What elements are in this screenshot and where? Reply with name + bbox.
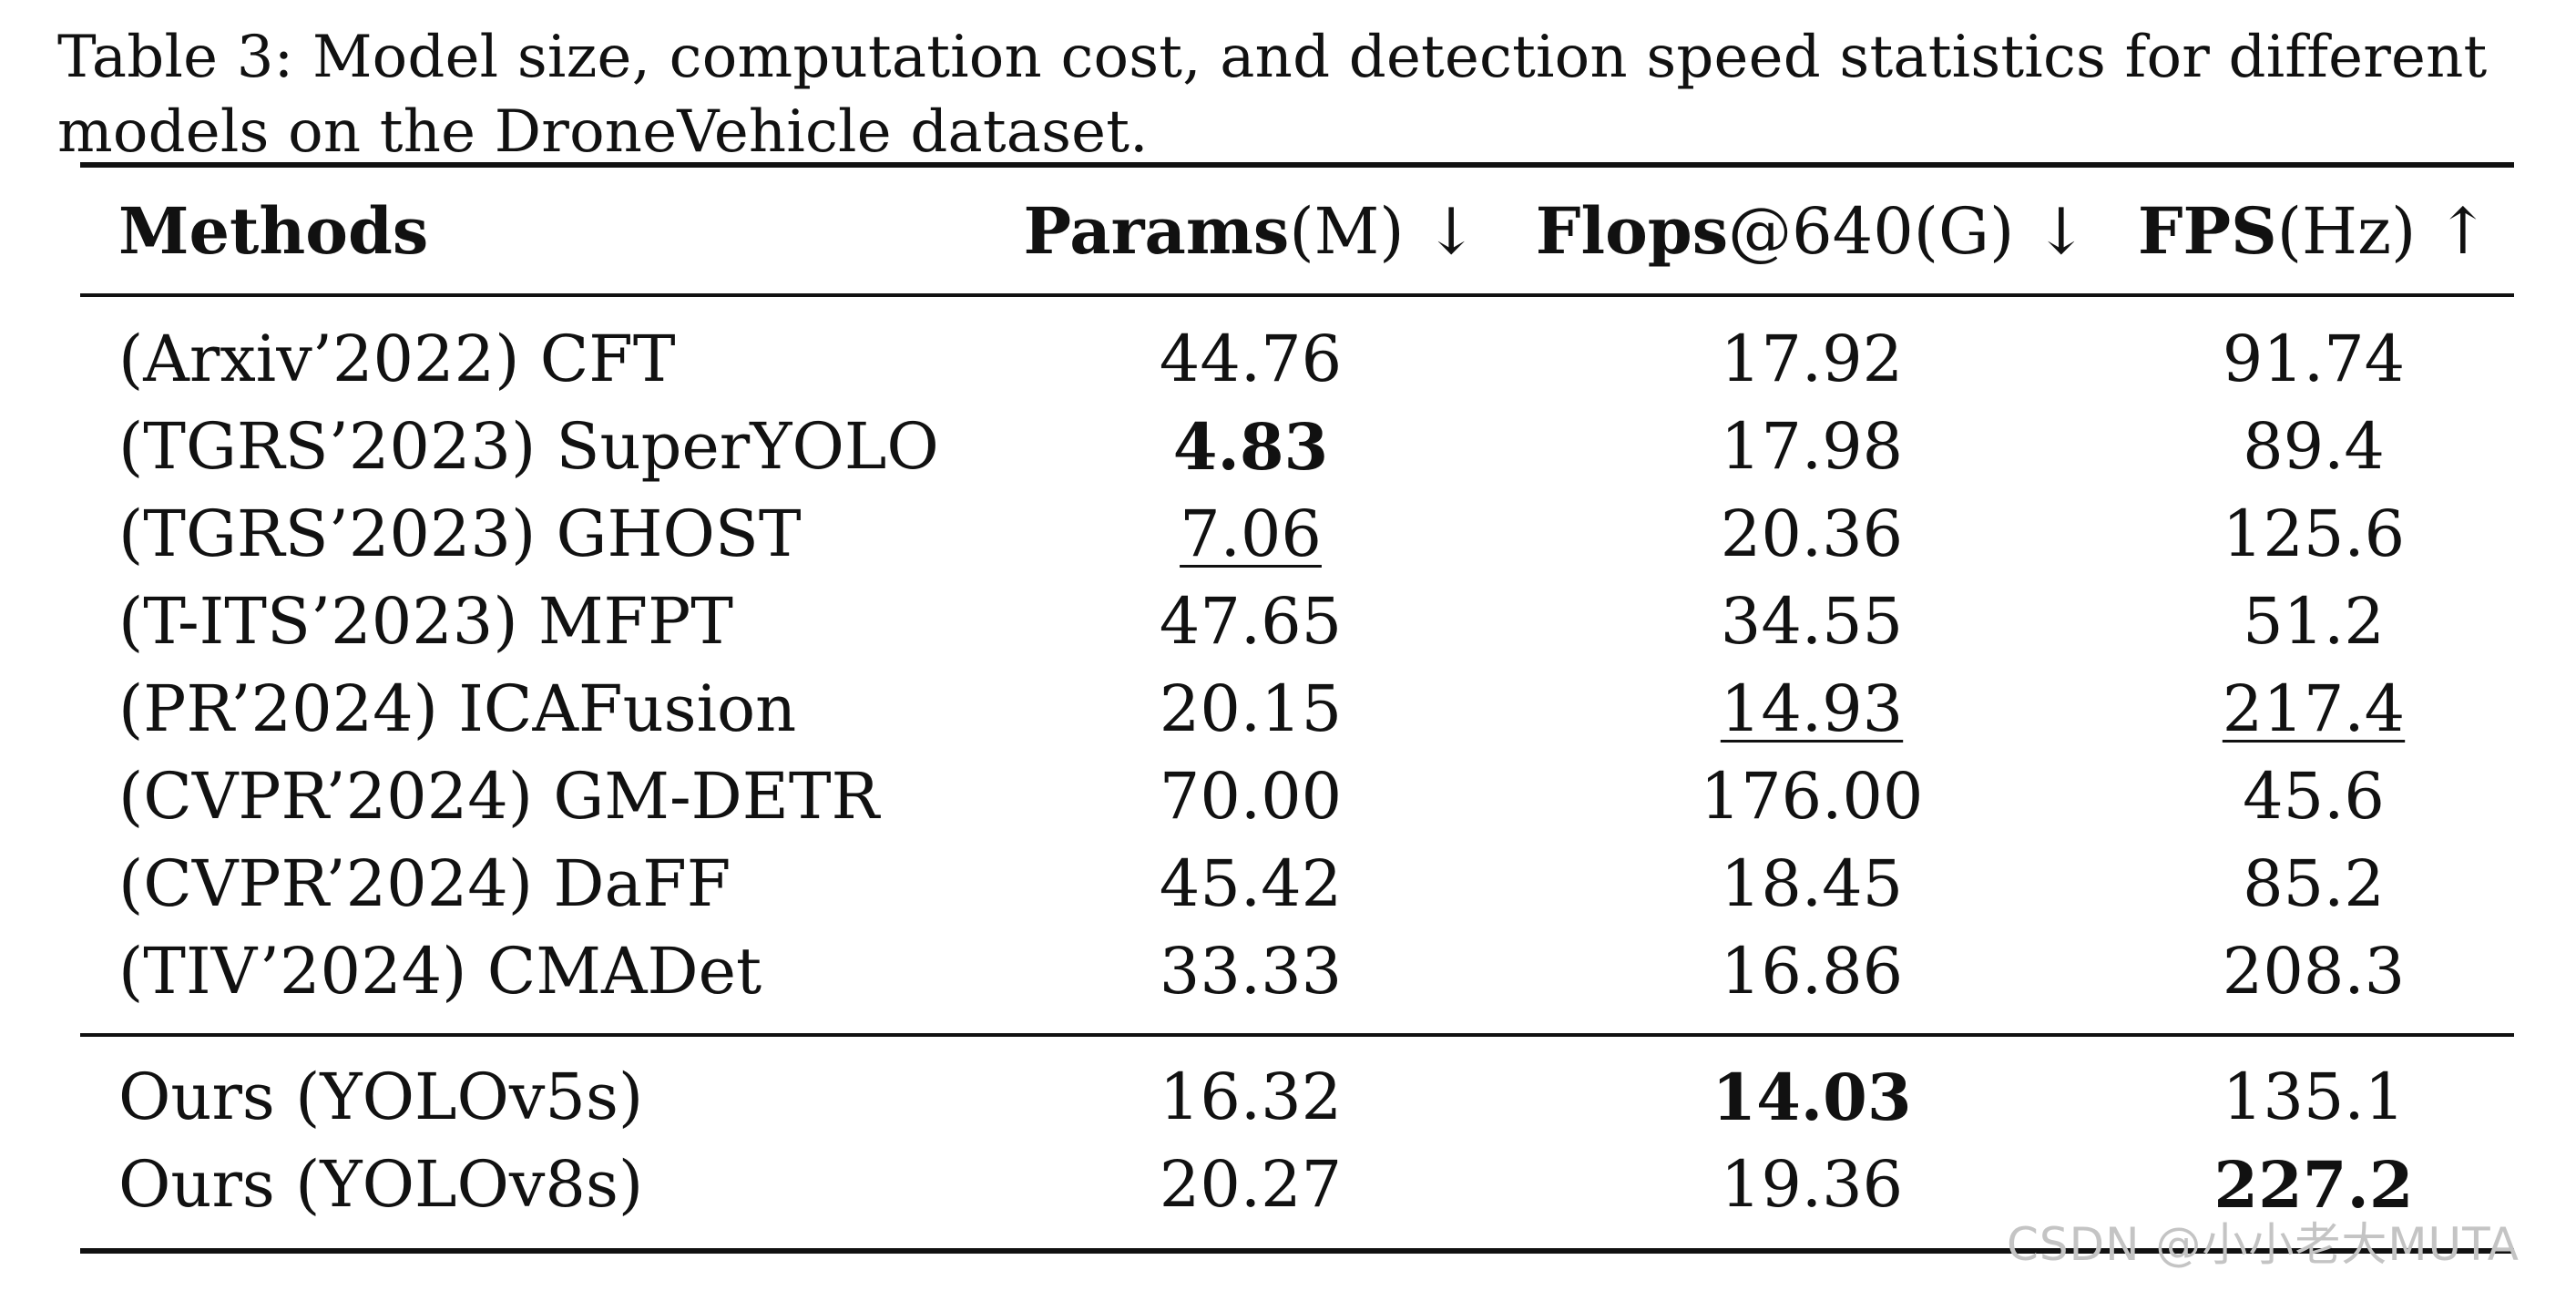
fps-cell: 208.3 [2222,934,2406,1009]
method-cell: (TGRS’2023) SuperYOLO [118,409,939,484]
fps-cell: 227.2 [2113,1141,2514,1251]
header-params: Params(M) ↓ [1023,192,1478,269]
method-cell: (CVPR’2024) DaFF [118,846,731,921]
params-cell: 20.15 [1159,671,1343,746]
fps-cell: 217.4 [2113,665,2514,753]
table-row: Ours (YOLOv5s) 16.32 14.03 135.1 [80,1035,2514,1141]
method-cell: (TGRS’2023) GHOST [118,497,802,571]
method-cell: (CVPR’2024) GM-DETR [118,759,880,834]
header-methods: Methods [118,192,429,269]
params-cell: 44.76 [1159,322,1343,396]
method-cell: Ours (YOLOv5s) [118,1060,644,1134]
watermark: CSDN @小小老大MUTA [2006,1218,2520,1271]
params-cell: 4.83 [991,403,1510,490]
baseline-rows: (Arxiv’2022) CFT 44.76 17.92 91.74 (TGRS… [80,295,2514,1035]
results-table: Methods Params(M) ↓ Flops@640(G) ↓ FPS(H… [80,162,2514,1254]
table-header: Methods Params(M) ↓ Flops@640(G) ↓ FPS(H… [80,165,2514,295]
params-cell: 47.65 [1159,584,1343,659]
second-best-value: 14.93 [1720,671,1904,746]
fps-cell: 135.1 [2222,1060,2406,1134]
flops-cell: 20.36 [1720,497,1904,571]
flops-cell: 17.98 [1720,409,1904,484]
flops-cell: 18.45 [1720,846,1904,921]
flops-cell: 34.55 [1720,584,1904,659]
table-row: (CVPR’2024) DaFF 45.42 18.45 85.2 [80,840,2514,927]
table-row: (TGRS’2023) GHOST 7.06 20.36 125.6 [80,490,2514,578]
table-row: (CVPR’2024) GM-DETR 70.00 176.00 45.6 [80,753,2514,840]
method-cell: (Arxiv’2022) CFT [118,322,676,396]
table-caption: Table 3: Model size, computation cost, a… [57,24,2488,166]
flops-cell: 16.86 [1720,934,1904,1009]
second-best-value: 217.4 [2222,671,2406,746]
table-row: (TIV’2024) CMADet 33.33 16.86 208.3 [80,927,2514,1035]
header-row: Methods Params(M) ↓ Flops@640(G) ↓ FPS(H… [80,165,2514,295]
table-row: Ours (YOLOv8s) 20.27 19.36 227.2 [80,1141,2514,1251]
fps-cell: 85.2 [2243,846,2385,921]
params-cell: 45.42 [1159,846,1343,921]
params-cell: 70.00 [1159,759,1343,834]
flops-cell: 14.93 [1510,665,2113,753]
header-fps: FPS(Hz) ↑ [2137,192,2490,269]
method-cell: Ours (YOLOv8s) [118,1147,644,1222]
fps-cell: 89.4 [2243,409,2385,484]
flops-cell: 19.36 [1720,1147,1904,1222]
results-table-container: Methods Params(M) ↓ Flops@640(G) ↓ FPS(H… [80,162,2514,1254]
params-cell: 33.33 [1159,934,1343,1009]
best-value: 4.83 [1172,408,1329,485]
ours-rows: Ours (YOLOv5s) 16.32 14.03 135.1 Ours (Y… [80,1035,2514,1251]
table-row: (PR’2024) ICAFusion 20.15 14.93 217.4 [80,665,2514,753]
table-row: (TGRS’2023) SuperYOLO 4.83 17.98 89.4 [80,403,2514,490]
method-cell: (PR’2024) ICAFusion [118,671,797,746]
fps-cell: 125.6 [2222,497,2406,571]
method-cell: (TIV’2024) CMADet [118,934,762,1009]
fps-cell: 45.6 [2243,759,2385,834]
flops-cell: 17.92 [1720,322,1904,396]
table-row: (T-ITS’2023) MFPT 47.65 34.55 51.2 [80,578,2514,665]
method-cell: (T-ITS’2023) MFPT [118,584,733,659]
flops-cell: 176.00 [1700,759,1924,834]
best-value: 227.2 [2213,1146,2414,1223]
params-cell: 20.27 [1159,1147,1343,1222]
fps-cell: 91.74 [2222,322,2406,396]
second-best-value: 7.06 [1180,497,1322,571]
header-flops: Flops@640(G) ↓ [1535,192,2089,269]
fps-cell: 51.2 [2243,584,2385,659]
params-cell: 7.06 [991,490,1510,578]
params-cell: 16.32 [1159,1060,1343,1134]
table-row: (Arxiv’2022) CFT 44.76 17.92 91.74 [80,295,2514,403]
best-value: 14.03 [1712,1059,1912,1135]
flops-cell: 14.03 [1510,1035,2113,1141]
